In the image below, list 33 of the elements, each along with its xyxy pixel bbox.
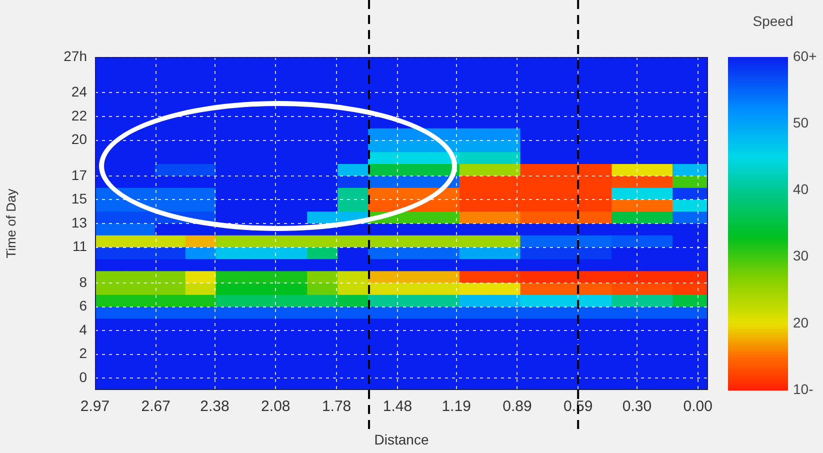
y-tick-label: 2 [79,345,88,362]
color-bar-label: 30 [793,248,809,264]
color-bar-label: 40 [793,181,809,198]
x-tick-label: 0.30 [622,398,652,416]
y-tick-label: 27h [64,48,87,64]
color-bar-label: 60+ [793,48,817,64]
x-tick-label: 0.89 [502,398,532,416]
x-tick-label: 2.38 [200,398,230,416]
y-tick-label: 8 [79,274,88,290]
y-tick-label: 17 [71,166,88,183]
y-tick-label: 22 [71,107,88,124]
y-tick-label: 11 [72,238,88,254]
x-tick-label: 1.78 [322,398,352,416]
y-tick-label: 6 [79,298,88,314]
y-axis-title: Time of Day [3,188,18,258]
y-tick-label: 4 [79,321,88,338]
x-axis-title: Distance [374,431,429,448]
y-tick-label: 15 [71,190,88,207]
y-tick-label: 0 [79,368,88,385]
x-tick-label: 0.59 [563,398,593,416]
color-bar-label: 50 [793,114,809,130]
x-tick-label: 2.08 [261,398,290,416]
x-tick-label: 2.67 [141,398,170,416]
color-bar-title: Speed [752,12,794,29]
y-tick-label: 20 [71,131,88,148]
x-tick-label: 0.00 [683,398,712,416]
y-tick-label: 24 [71,84,88,100]
y-tick-label: 13 [71,214,88,230]
color-bar-label: 20 [793,314,809,330]
x-tick-label: 2.97 [80,398,110,416]
color-bar-label: 10- [793,380,814,397]
x-tick-label: 1.19 [442,398,471,416]
x-tick-label: 1.48 [382,398,412,416]
